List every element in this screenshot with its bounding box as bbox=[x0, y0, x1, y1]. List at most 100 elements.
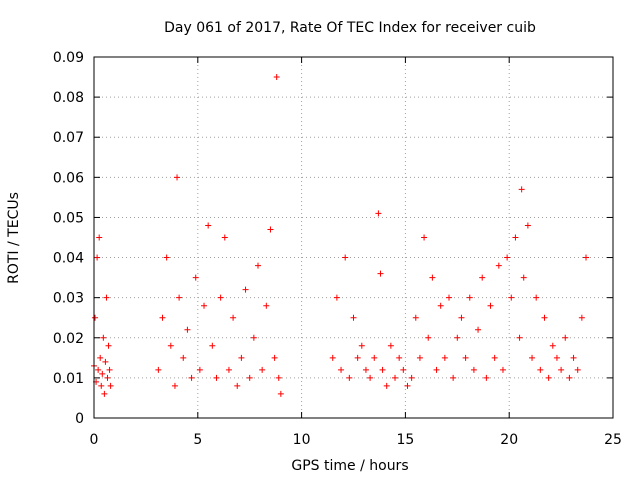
data-point bbox=[367, 374, 374, 381]
y-tick-label: 0.09 bbox=[53, 50, 84, 66]
data-point bbox=[437, 302, 444, 309]
data-point bbox=[520, 274, 527, 281]
data-point bbox=[246, 374, 253, 381]
data-point bbox=[504, 254, 511, 261]
y-tick-label: 0.08 bbox=[53, 90, 84, 106]
data-point bbox=[537, 366, 544, 373]
data-point bbox=[267, 226, 274, 233]
data-point bbox=[221, 234, 228, 241]
data-points bbox=[91, 74, 590, 397]
data-point bbox=[342, 254, 349, 261]
data-point bbox=[483, 374, 490, 381]
data-point bbox=[421, 234, 428, 241]
data-point bbox=[277, 390, 284, 397]
y-axis-label: ROTI / TECUs bbox=[6, 192, 22, 284]
data-point bbox=[512, 234, 519, 241]
data-point bbox=[470, 366, 477, 373]
data-point bbox=[479, 274, 486, 281]
data-point bbox=[475, 326, 482, 333]
x-tick-label: 10 bbox=[293, 432, 311, 448]
data-point bbox=[566, 374, 573, 381]
data-point bbox=[95, 366, 102, 373]
data-point bbox=[167, 342, 174, 349]
data-point bbox=[491, 354, 498, 361]
data-point bbox=[416, 354, 423, 361]
data-point bbox=[275, 374, 282, 381]
data-point bbox=[462, 354, 469, 361]
chart-title: Day 061 of 2017, Rate Of TEC Index for r… bbox=[164, 20, 536, 36]
data-point bbox=[558, 366, 565, 373]
data-point bbox=[180, 354, 187, 361]
data-point bbox=[445, 294, 452, 301]
data-point bbox=[516, 334, 523, 341]
data-point bbox=[377, 270, 384, 277]
plot-frame bbox=[93, 56, 614, 419]
data-point bbox=[104, 374, 111, 381]
data-point bbox=[454, 334, 461, 341]
data-point bbox=[106, 366, 113, 373]
data-point bbox=[99, 370, 106, 377]
y-tick-label: 0.02 bbox=[53, 331, 84, 347]
y-tick-label: 0.06 bbox=[53, 170, 84, 186]
data-point bbox=[524, 222, 531, 229]
data-point bbox=[350, 314, 357, 321]
data-point bbox=[529, 354, 536, 361]
data-point bbox=[383, 382, 390, 389]
data-point bbox=[329, 354, 336, 361]
data-point bbox=[242, 286, 249, 293]
data-point bbox=[159, 314, 166, 321]
data-point bbox=[230, 314, 237, 321]
data-point bbox=[387, 342, 394, 349]
data-point bbox=[553, 354, 560, 361]
data-point bbox=[338, 366, 345, 373]
data-point bbox=[404, 382, 411, 389]
data-point bbox=[155, 366, 162, 373]
data-point bbox=[225, 366, 232, 373]
data-point bbox=[541, 314, 548, 321]
data-point bbox=[371, 354, 378, 361]
y-tick-label: 0 bbox=[75, 411, 84, 427]
y-tick-label: 0.04 bbox=[53, 251, 84, 267]
data-point bbox=[271, 354, 278, 361]
data-point bbox=[255, 262, 262, 269]
data-point bbox=[94, 254, 101, 261]
data-point bbox=[184, 326, 191, 333]
data-point bbox=[107, 382, 114, 389]
x-axis-label: GPS time / hours bbox=[291, 458, 408, 474]
y-tick-label: 0.03 bbox=[53, 291, 84, 307]
data-point bbox=[92, 314, 99, 321]
data-point bbox=[533, 294, 540, 301]
data-point bbox=[392, 374, 399, 381]
data-point bbox=[105, 342, 112, 349]
data-point bbox=[562, 334, 569, 341]
data-point bbox=[238, 354, 245, 361]
data-point bbox=[217, 294, 224, 301]
data-point bbox=[583, 254, 590, 261]
data-point bbox=[358, 342, 365, 349]
data-point bbox=[205, 222, 212, 229]
data-point bbox=[259, 366, 266, 373]
axis-ticks: 0 0.01 0.02 0.03 0.04 0.05 0.06 0.07 0.08 0.09 0 5 1… bbox=[53, 50, 622, 448]
data-point bbox=[250, 334, 257, 341]
y-tick-label: 0.05 bbox=[53, 210, 84, 226]
data-point bbox=[396, 354, 403, 361]
data-point bbox=[545, 374, 552, 381]
data-point bbox=[508, 294, 515, 301]
data-point bbox=[273, 74, 280, 81]
x-tick-label: 20 bbox=[500, 432, 518, 448]
data-point bbox=[163, 254, 170, 261]
data-point bbox=[518, 186, 525, 193]
data-point bbox=[441, 354, 448, 361]
data-point bbox=[201, 302, 208, 309]
data-point bbox=[171, 382, 178, 389]
data-point bbox=[176, 294, 183, 301]
data-point bbox=[196, 366, 203, 373]
data-point bbox=[234, 382, 241, 389]
data-point bbox=[213, 374, 220, 381]
data-point bbox=[263, 302, 270, 309]
data-point bbox=[466, 294, 473, 301]
data-point bbox=[96, 234, 103, 241]
y-tick-label: 0.07 bbox=[53, 130, 84, 146]
data-point bbox=[102, 358, 109, 365]
